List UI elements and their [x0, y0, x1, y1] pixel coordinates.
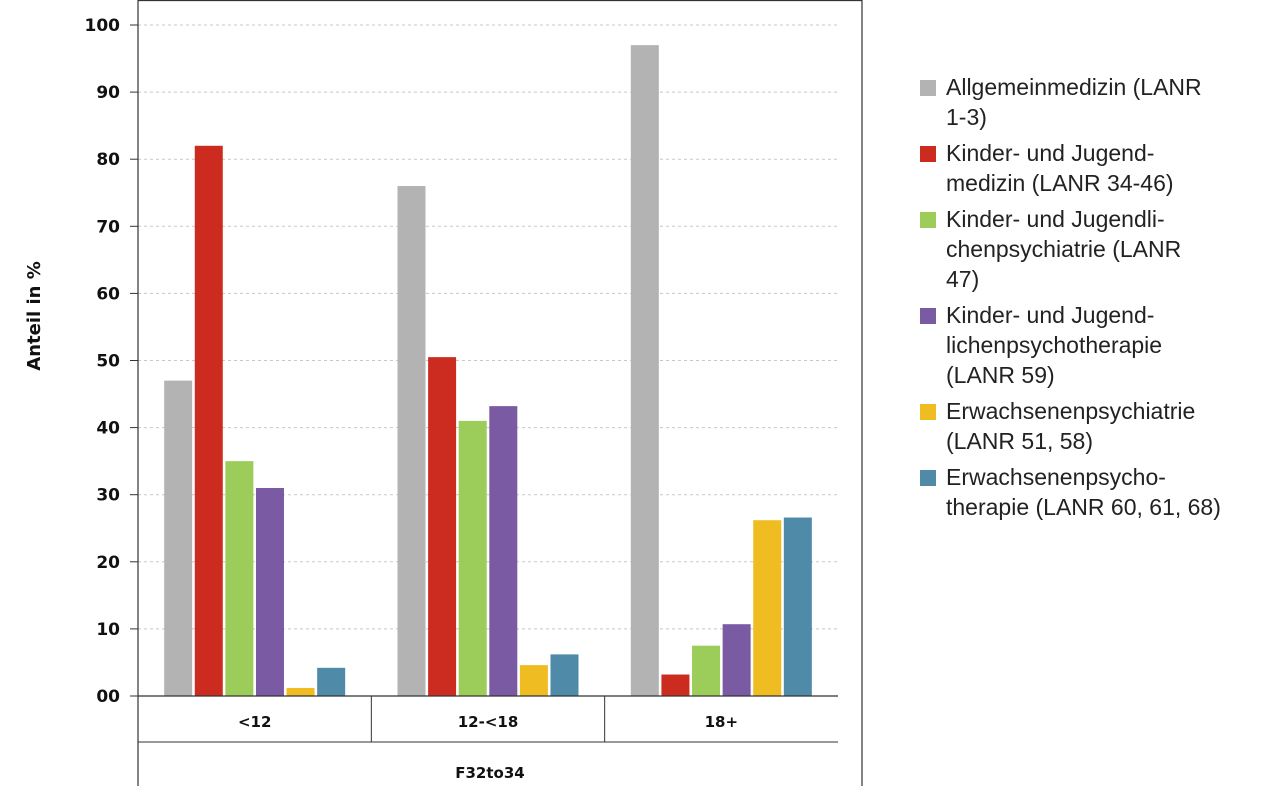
legend: Allgemeinmedizin (LANR 1-3) Kinder- und J…	[920, 72, 1280, 528]
bar	[255, 487, 284, 696]
y-tick-label: 00	[96, 687, 120, 707]
bar	[397, 186, 426, 697]
y-tick-label: 50	[96, 352, 120, 372]
bar	[194, 145, 223, 696]
legend-swatch	[920, 80, 936, 96]
legend-label: Erwachsenenpsychiatrie (LANR 51, 58)	[946, 398, 1196, 454]
legend-label: Kinder- und Jugend- lichenpsychotherapie…	[946, 302, 1163, 388]
legend-swatch	[920, 404, 936, 420]
legend-swatch	[920, 212, 936, 228]
bars	[164, 45, 812, 697]
legend-label: Erwachsenenpsycho- therapie (LANR 60, 61…	[946, 464, 1221, 520]
plot-frame	[137, 0, 863, 786]
bar	[286, 687, 315, 696]
axes: 00 10 20 30 40 50 60 70 80 90 100 <12 12-<18 18+	[85, 16, 838, 743]
bar	[692, 645, 721, 696]
bar	[489, 406, 518, 696]
bar	[722, 624, 751, 696]
bar	[519, 665, 548, 696]
bar	[630, 45, 659, 696]
x-axis-label: F32to34	[455, 764, 524, 782]
gridlines	[138, 24, 838, 630]
y-tick-label: 40	[96, 419, 120, 439]
bar	[783, 517, 812, 696]
legend-item: Allgemeinmedizin (LANR 1-3)	[920, 72, 1280, 132]
y-tick-label: 10	[96, 620, 120, 640]
x-tick-label: <12	[238, 713, 271, 731]
x-tick-label: 12-<18	[458, 713, 519, 731]
legend-swatch	[920, 470, 936, 486]
bar	[753, 520, 782, 696]
legend-item: Erwachsenenpsychiatrie (LANR 51, 58)	[920, 396, 1280, 456]
bar	[550, 654, 579, 696]
legend-item: Kinder- und Jugendli- chenpsychiatrie (L…	[920, 204, 1280, 294]
bar	[164, 380, 193, 696]
x-tick-label: 18+	[705, 713, 738, 731]
legend-label: Allgemeinmedizin (LANR 1-3)	[946, 74, 1202, 130]
y-axis-label: Anteil in %	[24, 261, 45, 370]
bar	[661, 674, 690, 696]
y-tick-label: 20	[96, 553, 120, 573]
y-tick-label: 30	[96, 486, 120, 506]
legend-label: Kinder- und Jugendli- chenpsychiatrie (L…	[946, 206, 1182, 292]
y-tick-label: 70	[96, 217, 120, 237]
legend-swatch	[920, 146, 936, 162]
y-tick-label: 80	[96, 150, 120, 170]
legend-item: Kinder- und Jugend- lichenpsychotherapie…	[920, 300, 1280, 390]
y-tick-label: 90	[96, 83, 120, 103]
bar	[317, 667, 346, 696]
y-tick-label: 100	[85, 16, 121, 36]
y-tick-label: 60	[96, 284, 120, 304]
legend-label: Kinder- und Jugend- medizin (LANR 34-46)	[946, 140, 1174, 196]
legend-item: Erwachsenenpsycho- therapie (LANR 60, 61…	[920, 462, 1280, 522]
bar	[225, 461, 254, 696]
bar	[428, 357, 457, 696]
legend-item: Kinder- und Jugend- medizin (LANR 34-46)	[920, 138, 1280, 198]
legend-swatch	[920, 308, 936, 324]
bar	[458, 420, 487, 696]
